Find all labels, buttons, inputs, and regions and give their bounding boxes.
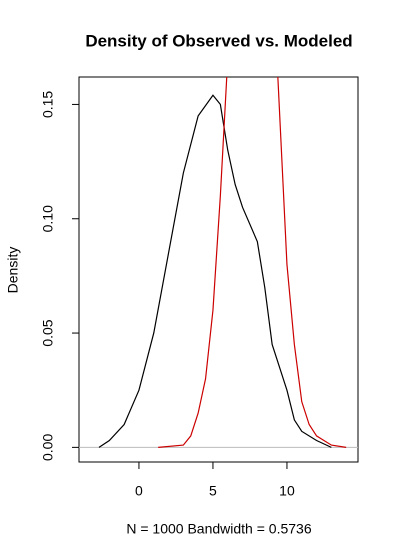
x-tick-label: 5	[209, 483, 217, 499]
density-line	[98, 94, 332, 448]
x-tick-label: 0	[135, 483, 143, 499]
y-axis-label: Density	[5, 247, 21, 294]
y-tick-label: 0.15	[40, 91, 56, 118]
y-tick-label: 0.00	[40, 434, 56, 461]
x-axis-label: N = 1000 Bandwidth = 0.5736	[126, 521, 311, 537]
plot-box	[78, 76, 359, 463]
plot-area	[79, 77, 358, 448]
density-line	[158, 77, 347, 448]
x-tick-label: 10	[279, 483, 295, 499]
chart-title: Density of Observed vs. Modeled	[85, 31, 352, 50]
y-tick-label: 0.05	[40, 319, 56, 346]
y-tick-label: 0.10	[40, 205, 56, 232]
